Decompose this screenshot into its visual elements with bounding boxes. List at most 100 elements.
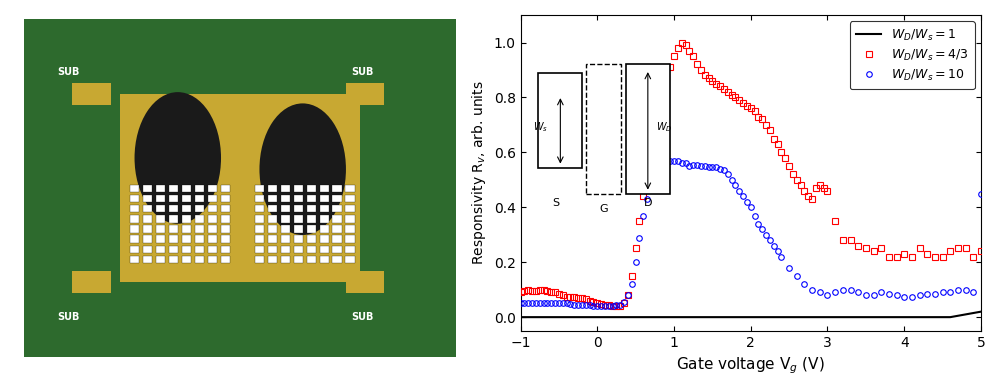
Bar	[168, 225, 178, 233]
$W_D / W_s = 1$	[653, 315, 665, 319]
Bar	[220, 215, 230, 223]
$W_D / W_s = 4/3$	[615, 303, 627, 308]
Bar	[267, 256, 277, 263]
Bar	[156, 235, 165, 243]
Bar	[254, 256, 264, 263]
$W_D / W_s = 1$	[806, 315, 818, 319]
Bar	[143, 235, 152, 243]
Bar	[345, 246, 355, 253]
Bar	[181, 246, 191, 253]
Bar	[143, 185, 152, 192]
Bar	[319, 195, 329, 202]
$W_D / W_s = 10$	[776, 255, 788, 259]
Bar	[130, 246, 139, 253]
$W_D / W_s = 10$	[515, 301, 527, 306]
Bar	[280, 225, 290, 233]
$W_D / W_s = 1$	[546, 315, 558, 319]
Bar	[345, 185, 355, 192]
$W_D / W_s = 4/3$	[699, 73, 711, 78]
Ellipse shape	[259, 103, 346, 235]
Bar	[254, 215, 264, 223]
$W_D / W_s = 4/3$	[975, 249, 987, 253]
Bar	[332, 205, 342, 212]
Bar	[254, 225, 264, 233]
Bar	[332, 225, 342, 233]
Bar	[254, 246, 264, 253]
$W_D / W_s = 1$	[960, 312, 972, 317]
Bar	[293, 256, 303, 263]
Bar	[181, 256, 191, 263]
Bar	[143, 246, 152, 253]
Bar	[194, 256, 204, 263]
Bar	[332, 215, 342, 223]
Bar	[293, 246, 303, 253]
Bar	[156, 246, 165, 253]
Bar	[72, 271, 110, 293]
$W_D / W_s = 1$	[868, 315, 880, 319]
$W_D / W_s = 1$	[576, 315, 588, 319]
Bar	[280, 215, 290, 223]
Bar	[280, 185, 290, 192]
Bar	[168, 215, 178, 223]
Bar	[319, 256, 329, 263]
Text: SUB: SUB	[58, 67, 80, 77]
Bar	[194, 215, 204, 223]
Bar	[207, 225, 217, 233]
Bar	[254, 185, 264, 192]
Bar	[293, 225, 303, 233]
Text: SUB: SUB	[58, 312, 80, 321]
$W_D / W_s = 1$	[883, 315, 895, 319]
Bar	[293, 215, 303, 223]
Bar	[207, 215, 217, 223]
Bar	[156, 215, 165, 223]
Bar	[194, 235, 204, 243]
Bar	[306, 205, 316, 212]
Bar	[220, 225, 230, 233]
Bar	[332, 185, 342, 192]
Bar	[168, 235, 178, 243]
Bar	[143, 215, 152, 223]
$W_D / W_s = 1$	[791, 315, 803, 319]
Bar	[345, 195, 355, 202]
Bar	[267, 235, 277, 243]
FancyBboxPatch shape	[24, 19, 456, 357]
Bar	[143, 256, 152, 263]
Bar	[345, 235, 355, 243]
$W_D / W_s = 1$	[975, 309, 987, 314]
Bar	[345, 205, 355, 212]
Bar	[319, 235, 329, 243]
Bar	[280, 256, 290, 263]
Bar	[220, 256, 230, 263]
Bar	[130, 185, 139, 192]
Bar	[293, 195, 303, 202]
Bar	[345, 225, 355, 233]
Bar	[181, 235, 191, 243]
$W_D / W_s = 10$	[975, 191, 987, 196]
Bar	[156, 185, 165, 192]
Bar	[319, 225, 329, 233]
Bar	[345, 256, 355, 263]
Text: SUB: SUB	[350, 67, 373, 77]
Line: $W_D / W_s = 4/3$: $W_D / W_s = 4/3$	[518, 40, 984, 309]
Bar	[194, 205, 204, 212]
Bar	[181, 185, 191, 192]
Bar	[254, 235, 264, 243]
Bar	[72, 83, 110, 105]
Bar	[306, 185, 316, 192]
Text: SUB: SUB	[350, 312, 373, 321]
$W_D / W_s = 10$	[768, 244, 780, 248]
Bar	[181, 225, 191, 233]
Bar	[280, 205, 290, 212]
Bar	[130, 195, 139, 202]
$W_D / W_s = 4/3$	[542, 289, 554, 293]
Bar	[293, 235, 303, 243]
Bar	[130, 235, 139, 243]
Bar	[319, 215, 329, 223]
Bar	[332, 256, 342, 263]
$W_D / W_s = 1$	[898, 315, 910, 319]
$W_D / W_s = 10$	[806, 287, 818, 292]
$W_D / W_s = 1$	[622, 315, 634, 319]
$W_D / W_s = 1$	[730, 315, 742, 319]
Bar	[168, 195, 178, 202]
$W_D / W_s = 10$	[661, 158, 673, 163]
